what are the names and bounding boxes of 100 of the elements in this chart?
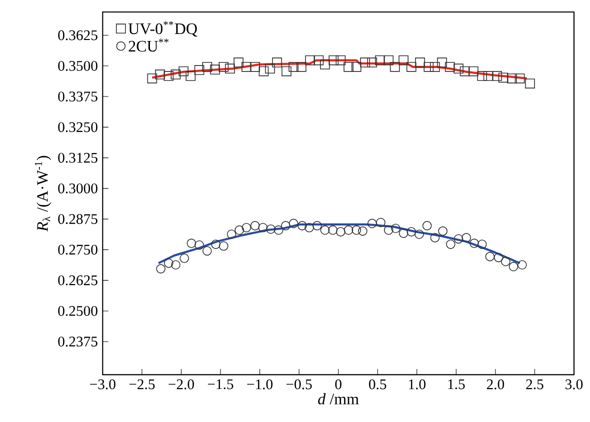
point (454, 64, 464, 74)
point (358, 226, 368, 236)
point (272, 58, 282, 68)
point (234, 225, 244, 235)
y-tick-label: 0.3375 (58, 92, 98, 102)
point (241, 62, 252, 72)
point (477, 240, 487, 249)
point (446, 240, 456, 249)
point (430, 233, 440, 242)
point (422, 221, 432, 230)
point (218, 62, 229, 72)
point (336, 227, 346, 236)
point (398, 228, 408, 238)
point (398, 55, 408, 66)
y-tick-label: 0.3000 (58, 183, 98, 194)
point (312, 221, 322, 230)
y-tick-label: 0.3500 (58, 60, 98, 71)
point (234, 58, 244, 68)
y-tick-label: 0.2500 (58, 306, 98, 316)
point (468, 66, 478, 76)
point (390, 62, 400, 72)
point (186, 238, 196, 248)
x-tick-label: 0.5 (369, 379, 386, 390)
point (258, 66, 269, 76)
point (351, 62, 362, 72)
point (164, 71, 174, 81)
point (424, 62, 434, 72)
point (282, 66, 292, 76)
point (485, 252, 495, 262)
point (391, 224, 400, 234)
point (375, 55, 385, 66)
y-tick-label: 0.2750 (58, 244, 98, 255)
point (460, 66, 470, 76)
y-tick-label: 0.2875 (58, 214, 98, 224)
point (305, 55, 315, 66)
point (320, 225, 330, 235)
point (507, 73, 517, 84)
point (344, 225, 354, 235)
point (454, 234, 464, 244)
point (470, 238, 479, 248)
point (170, 70, 181, 80)
point (210, 64, 220, 75)
point (258, 222, 268, 232)
y-tick-label: 0.3125 (58, 152, 98, 163)
point (352, 225, 362, 235)
point (211, 240, 220, 249)
point (517, 260, 527, 270)
x-tick-label: −1.0 (247, 379, 273, 390)
point (224, 64, 235, 74)
point (202, 62, 212, 72)
point (384, 225, 394, 235)
point (304, 222, 314, 232)
point (155, 70, 165, 80)
point (406, 62, 416, 72)
point (298, 221, 307, 230)
point (250, 221, 260, 230)
point (494, 252, 504, 262)
point (164, 258, 174, 268)
point (500, 256, 510, 266)
point (336, 55, 346, 66)
point (344, 62, 354, 72)
point (437, 58, 447, 68)
point (514, 73, 525, 84)
point (414, 230, 424, 239)
point (156, 264, 166, 274)
point (242, 222, 252, 232)
legend-label: 2CU$^{**}$ (128, 38, 168, 52)
point (462, 233, 472, 242)
point (171, 260, 180, 270)
point (376, 218, 386, 228)
point (444, 62, 455, 72)
point (406, 227, 416, 236)
line-series (151, 59, 528, 80)
x-tick-label: −2.5 (129, 379, 155, 390)
point (483, 71, 494, 81)
point (430, 62, 440, 72)
point (226, 230, 236, 239)
point (202, 246, 212, 256)
point (384, 55, 394, 66)
point (314, 55, 324, 66)
x-tick-label: −2.0 (168, 379, 194, 390)
point (194, 65, 204, 76)
y-tick-label: 0.3250 (58, 122, 98, 132)
point (477, 71, 488, 81)
y-tick-label: 0.3625 (58, 30, 98, 40)
point (147, 73, 158, 84)
point (288, 218, 298, 228)
point (178, 66, 189, 76)
point (438, 226, 448, 236)
x-tick-label: −0.5 (286, 379, 312, 390)
x-tick-label: 1.5 (448, 379, 465, 390)
y-tick-label: 0.2375 (58, 336, 98, 347)
x-tick-label: 0 (335, 379, 342, 390)
point (281, 221, 290, 230)
point (250, 62, 260, 72)
point (328, 55, 339, 66)
point (498, 72, 508, 83)
x-tick-label: 1.0 (409, 379, 426, 390)
x-tick-label: −3.0 (90, 379, 116, 390)
point (288, 62, 298, 72)
